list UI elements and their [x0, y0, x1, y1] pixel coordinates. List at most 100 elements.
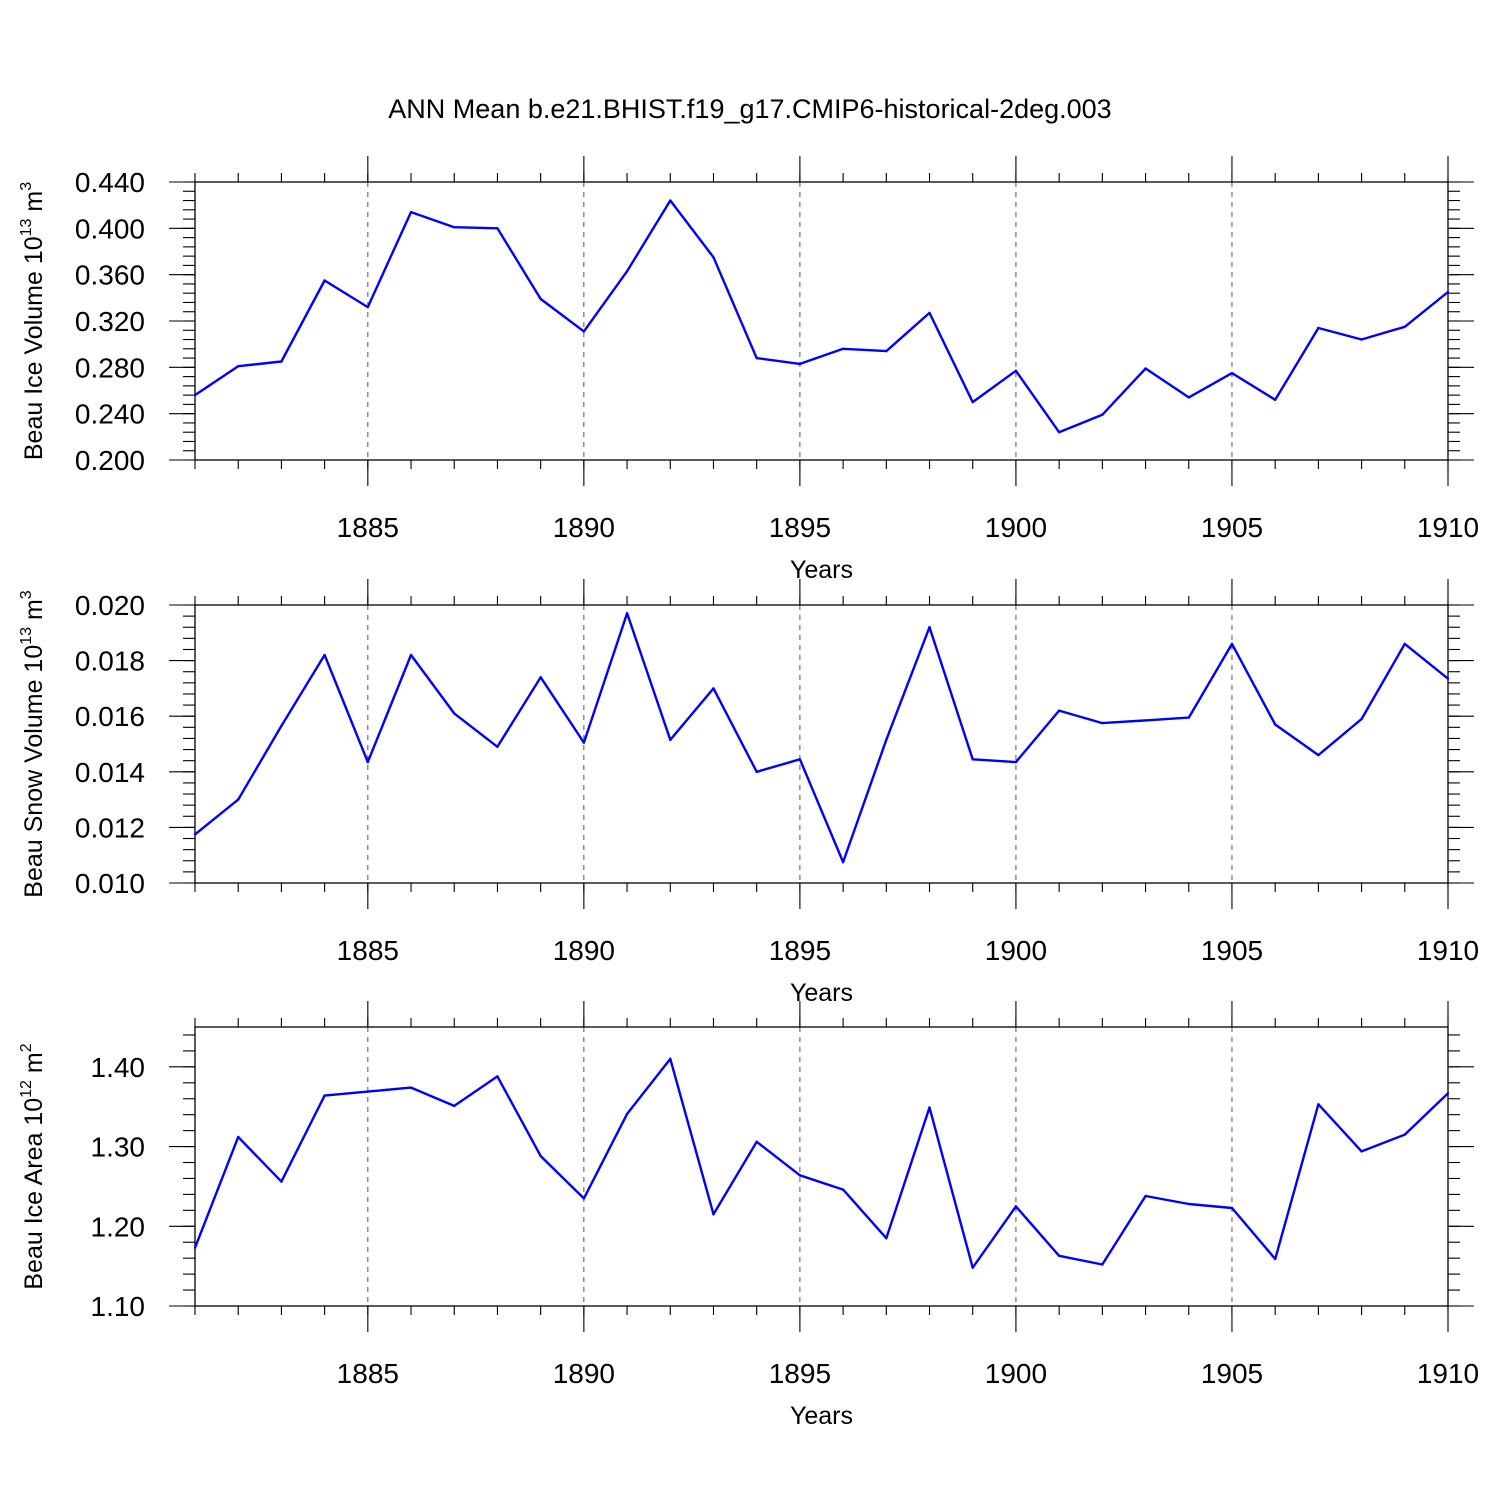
y-tick-label: 0.020 [75, 590, 145, 621]
data-point-ice-area-1895 [798, 1174, 802, 1177]
y-axis-label-base: Beau Ice Area 10 [20, 1098, 48, 1290]
x-tick-label-1910: 1910 [1417, 935, 1479, 966]
data-point-ice-volume-1894 [755, 356, 758, 360]
data-point-ice-area-1904 [1187, 1202, 1190, 1206]
data-point-ice-area-1900 [1014, 1205, 1018, 1208]
data-point-snow-volume-1893 [712, 687, 715, 690]
data-point-ice-area-1909 [1403, 1133, 1406, 1136]
data-point-ice-volume-1910 [1446, 290, 1450, 294]
data-point-snow-volume-1896 [841, 860, 845, 864]
data-point-ice-volume-1909 [1403, 325, 1406, 328]
data-point-snow-volume-1908 [1360, 717, 1363, 721]
data-point-snow-volume-1901 [1057, 709, 1061, 712]
panel-snow-volume: 1885 1890 1895 1900 1905 1910 Years 0.010 0.012 0… [18, 579, 1479, 1007]
data-point-snow-volume-1906 [1273, 723, 1277, 726]
x-tick-label-1885: 1885 [337, 935, 399, 966]
data-point-ice-area-1903 [1144, 1194, 1147, 1198]
data-point-ice-area-1887 [453, 1104, 456, 1108]
x-tick-label-1895: 1895 [769, 935, 831, 966]
data-point-ice-area-1891 [625, 1112, 629, 1116]
y-axis-label-exponent: 13 [18, 627, 35, 645]
data-point-ice-volume-1896 [841, 347, 845, 350]
data-point-snow-volume-1910 [1446, 677, 1450, 680]
x-tick-label-1885: 1885 [337, 1358, 399, 1389]
data-point-snow-volume-1895 [798, 758, 802, 761]
data-point-ice-area-1881 [193, 1246, 197, 1250]
data-point-ice-area-1886 [409, 1086, 413, 1089]
data-point-snow-volume-1886 [409, 653, 413, 657]
y-axis-label-exponent: 13 [18, 218, 35, 236]
data-point-ice-area-1908 [1360, 1150, 1363, 1153]
data-point-ice-area-1884 [323, 1094, 326, 1097]
plot-frame [194, 604, 1449, 884]
y-axis-label: Beau Ice Area 1012 m2 [18, 1043, 48, 1289]
y-tick-label: 0.200 [75, 445, 145, 476]
data-point-snow-volume-1909 [1403, 642, 1406, 646]
data-point-ice-area-1906 [1273, 1257, 1277, 1261]
x-tick-label-1910: 1910 [1417, 512, 1479, 543]
data-point-ice-volume-1895 [798, 362, 802, 366]
data-point-ice-volume-1899 [971, 400, 974, 404]
y-tick-label: 0.016 [75, 701, 145, 732]
data-point-snow-volume-1891 [625, 612, 629, 615]
x-tick-label-1910: 1910 [1417, 1358, 1479, 1389]
data-point-ice-area-1890 [582, 1197, 586, 1200]
data-point-ice-area-1910 [1446, 1091, 1450, 1095]
data-point-ice-area-1883 [280, 1180, 283, 1183]
data-point-snow-volume-1890 [582, 741, 586, 744]
series-line-snow-volume [194, 612, 1449, 864]
y-tick-label: 1.40 [91, 1052, 146, 1083]
data-point-ice-volume-1897 [885, 349, 888, 353]
data-point-ice-area-1892 [669, 1057, 672, 1061]
y-tick-label: 1.10 [91, 1291, 146, 1322]
data-point-ice-area-1888 [496, 1075, 499, 1078]
data-point-snow-volume-1882 [237, 798, 240, 801]
y-tick-label: 1.30 [91, 1132, 146, 1163]
data-point-snow-volume-1904 [1187, 716, 1190, 719]
x-tick-label-1890: 1890 [553, 935, 615, 966]
y-axis-label: Beau Snow Volume 1013 m3 [18, 590, 48, 898]
series-line-ice-area [193, 1057, 1449, 1269]
data-point-ice-volume-1881 [193, 393, 197, 397]
data-point-snow-volume-1905 [1230, 642, 1234, 646]
data-point-ice-area-1889 [539, 1154, 542, 1158]
panel-ice-area: 1885 1890 1895 1900 1905 1910 Years 1.10 1.20 1.3… [18, 1001, 1479, 1430]
x-tick-label-1890: 1890 [553, 1358, 615, 1389]
data-point-ice-volume-1908 [1360, 338, 1363, 341]
data-point-ice-volume-1884 [323, 279, 326, 282]
y-tick-label: 0.400 [75, 213, 145, 244]
x-tick-label-1895: 1895 [769, 1358, 831, 1389]
data-point-ice-volume-1888 [496, 227, 499, 230]
y-tick-label: 0.360 [75, 260, 145, 291]
y-axis-label: Beau Ice Volume 1013 m3 [18, 182, 48, 460]
y-axis-label-unit: m [20, 1052, 48, 1080]
y-tick-label: 0.018 [75, 646, 145, 677]
data-point-ice-volume-1903 [1144, 367, 1147, 370]
data-point-snow-volume-1881 [193, 833, 197, 836]
data-point-ice-area-1905 [1230, 1206, 1234, 1210]
y-axis-label-base: Beau Snow Volume 10 [20, 645, 48, 898]
plot-frame [194, 181, 1449, 461]
y-axis-label-exponent: 12 [18, 1080, 35, 1098]
data-point-snow-volume-1907 [1317, 753, 1320, 757]
data-point-ice-volume-1893 [712, 256, 715, 259]
x-tick-label-1905: 1905 [1201, 935, 1263, 966]
data-point-ice-area-1902 [1101, 1263, 1104, 1266]
data-point-snow-volume-1884 [323, 653, 326, 657]
data-point-snow-volume-1885 [366, 760, 370, 764]
data-point-snow-volume-1883 [280, 724, 283, 728]
data-point-snow-volume-1898 [928, 626, 931, 629]
x-tick-label-1900: 1900 [985, 1358, 1047, 1389]
data-point-ice-area-1897 [885, 1237, 888, 1240]
data-point-ice-area-1885 [366, 1090, 370, 1093]
x-tick-label-1905: 1905 [1201, 1358, 1263, 1389]
data-point-snow-volume-1889 [539, 676, 542, 679]
plot-frame [194, 1026, 1449, 1307]
y-tick-label: 1.20 [91, 1211, 146, 1242]
data-point-ice-volume-1885 [366, 305, 370, 309]
data-point-ice-area-1894 [755, 1140, 758, 1143]
y-tick-label: 0.280 [75, 352, 145, 383]
data-point-snow-volume-1888 [496, 745, 499, 748]
data-point-ice-volume-1890 [582, 330, 586, 333]
